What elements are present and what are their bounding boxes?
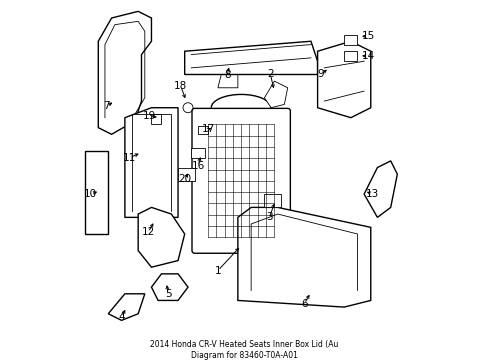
Polygon shape [138, 207, 184, 267]
Polygon shape [364, 161, 397, 217]
Text: 18: 18 [174, 81, 187, 91]
Text: 15: 15 [361, 31, 374, 41]
Text: 7: 7 [103, 101, 110, 111]
Polygon shape [264, 81, 287, 108]
Polygon shape [151, 274, 187, 301]
Polygon shape [98, 12, 151, 134]
Text: 20: 20 [178, 174, 191, 184]
Text: 1: 1 [214, 266, 221, 275]
Polygon shape [108, 294, 144, 320]
Text: 14: 14 [361, 51, 374, 61]
Bar [344, 51, 357, 61]
Bar [344, 35, 357, 45]
Bar [198, 126, 207, 134]
Bar [191, 148, 204, 158]
Text: 13: 13 [365, 189, 378, 199]
Text: 4: 4 [118, 312, 124, 322]
Polygon shape [218, 55, 237, 88]
Text: 3: 3 [265, 212, 272, 222]
Text: 6: 6 [301, 299, 307, 309]
Bar [264, 194, 281, 207]
Text: 2014 Honda CR-V Heated Seats Inner Box Lid (Au
Diagram for 83460-T0A-A01: 2014 Honda CR-V Heated Seats Inner Box L… [150, 340, 338, 360]
Text: 11: 11 [123, 153, 136, 163]
Text: 16: 16 [191, 161, 204, 171]
Text: 2: 2 [266, 69, 273, 80]
Text: 8: 8 [224, 70, 230, 80]
Bar [178, 167, 194, 181]
Polygon shape [317, 41, 370, 118]
FancyBboxPatch shape [192, 108, 290, 253]
Text: 12: 12 [141, 227, 154, 237]
Text: 17: 17 [201, 124, 214, 134]
Bar [151, 114, 161, 124]
Polygon shape [124, 108, 178, 217]
Text: 19: 19 [143, 111, 156, 121]
Text: 10: 10 [84, 189, 97, 199]
Polygon shape [237, 207, 370, 307]
Text: 9: 9 [317, 69, 324, 80]
Polygon shape [184, 41, 317, 75]
Text: 5: 5 [164, 289, 171, 299]
Polygon shape [85, 151, 108, 234]
